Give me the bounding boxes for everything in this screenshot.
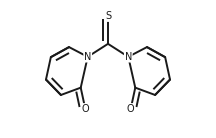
Text: S: S [105, 11, 111, 21]
Text: N: N [84, 52, 91, 62]
Text: N: N [125, 52, 132, 62]
Text: O: O [127, 104, 135, 114]
Text: O: O [81, 104, 89, 114]
